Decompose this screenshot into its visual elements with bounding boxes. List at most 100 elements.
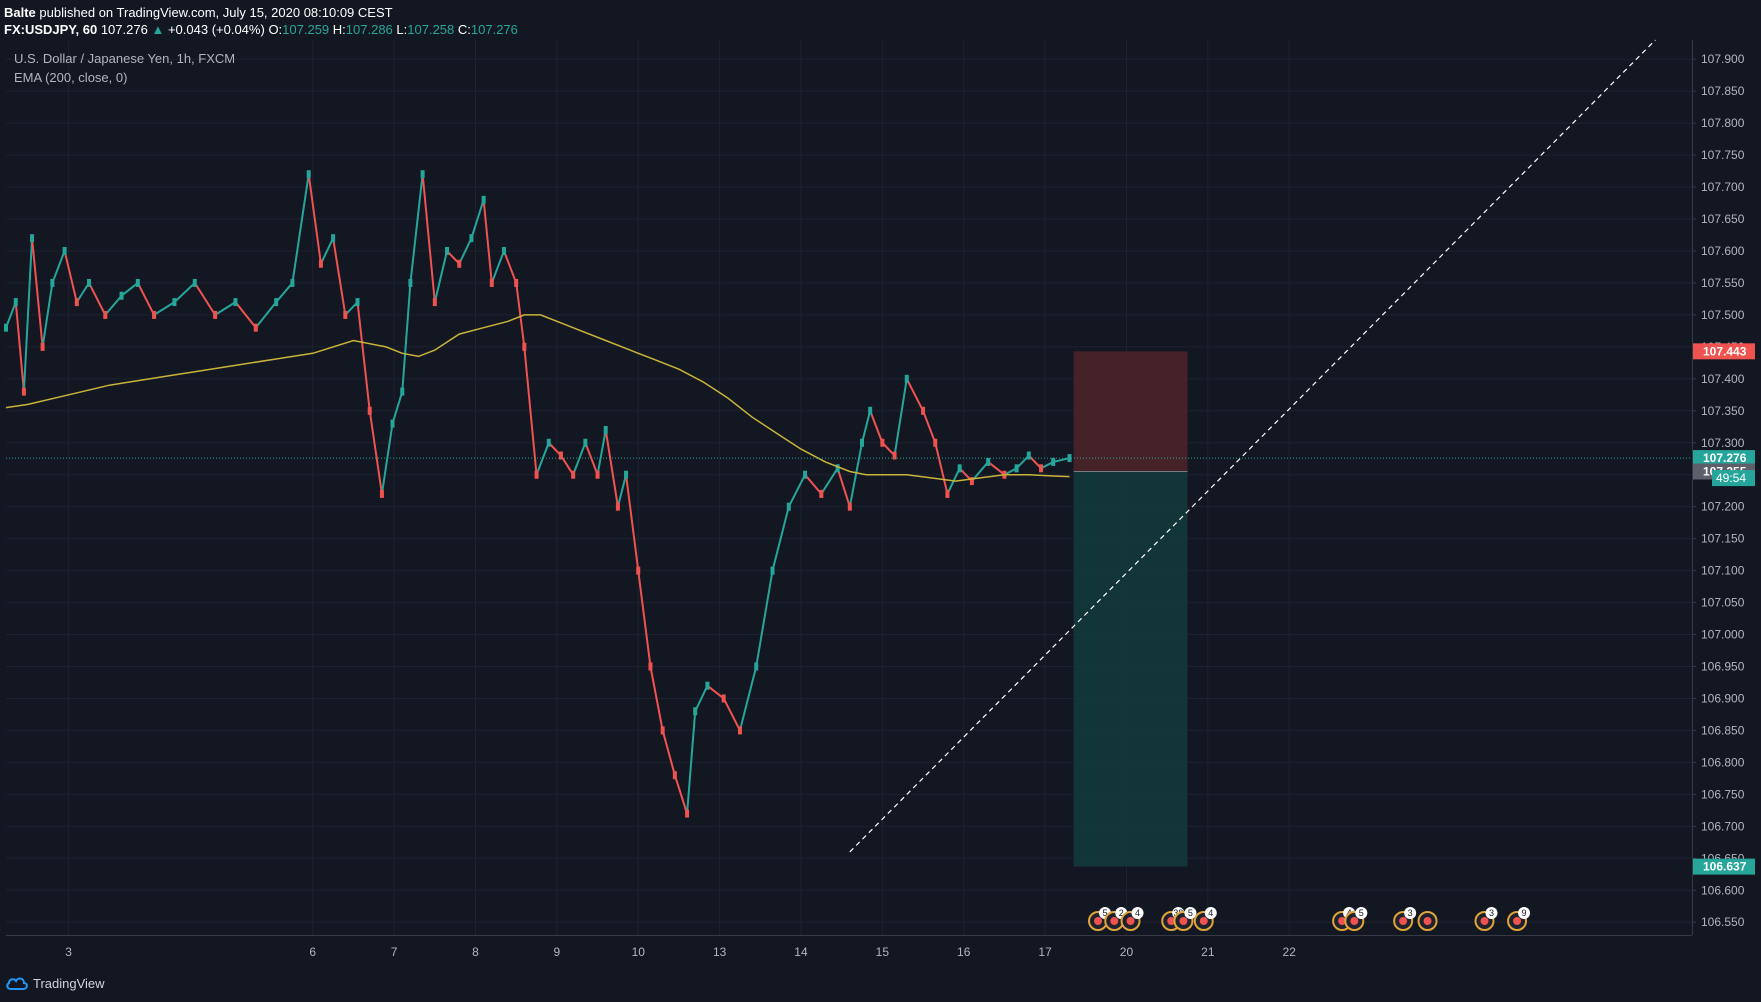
price-label-text: 107.276 [1703,451,1747,465]
event-count-badge [1204,907,1217,919]
x-tick-label: 7 [391,945,398,959]
brand-name: TradingView [33,975,105,991]
footer-bar: TradingView [0,968,1761,1002]
price-axis: 106.550106.600106.650106.700106.750106.8… [1692,52,1745,929]
price-segment [596,429,607,475]
price-segment [401,282,412,392]
price-point [583,438,588,447]
price-segment [320,237,335,265]
price-segment [836,468,851,507]
price-segment [482,199,493,284]
y-tick-label: 106.550 [1701,915,1745,929]
price-point [636,566,641,575]
price-point [803,470,808,479]
x-tick-label: 13 [713,945,727,959]
price-segment [755,570,774,667]
price-point [408,278,413,287]
x-tick-label: 21 [1201,945,1215,959]
price-point [672,771,677,780]
y-tick-label: 107.800 [1701,116,1745,130]
x-tick-label: 14 [794,945,808,959]
price-point [306,170,311,179]
open-label: O: [268,22,283,37]
price-point [1014,464,1019,473]
event-count: 2 [1119,908,1124,918]
price-segment [869,410,884,444]
y-tick-label: 107.300 [1701,436,1745,450]
price-segment [515,282,526,347]
price-point [847,502,852,511]
price-point [933,438,938,447]
price-point [253,323,258,332]
y-tick-label: 107.850 [1701,84,1745,98]
price-segment [136,282,155,316]
price-label-box [1693,858,1755,875]
price-segment [421,174,436,303]
price-segment [722,698,741,731]
y-tick-label: 107.600 [1701,244,1745,258]
event-flag-icon [1126,917,1135,925]
x-tick-label: 6 [309,945,316,959]
legend-indicator[interactable]: EMA (200, close, 0) [14,70,127,85]
event-flag-icon [1338,917,1347,925]
price-point [558,451,563,460]
price-segment [548,442,562,457]
price-point [737,726,742,735]
price-segment [470,199,485,239]
event-count: 3 [1408,908,1413,918]
price-segment [661,730,676,776]
event-count-badge [1355,907,1368,919]
price-point [21,387,26,396]
price-segment [153,301,175,316]
event-flag-icon [1513,917,1522,925]
tradingview-logo[interactable]: TradingView [6,975,105,991]
price-point [62,246,67,255]
event-count: 4 [1135,908,1140,918]
price-point [13,298,18,307]
author-name[interactable]: Balte [4,5,36,20]
price-point [318,259,323,268]
high-label: H: [332,22,346,37]
close-label: C: [457,22,471,37]
price-segment [649,666,664,731]
price-segment [922,410,937,444]
price-segment [255,301,277,329]
y-tick-label: 107.700 [1701,180,1745,194]
price-label-box [1693,343,1755,360]
price-point [615,502,620,511]
chart-header: Balte published on TradingView.com, July… [0,0,1761,40]
price-segment [881,442,896,457]
price-label-text: 107.443 [1703,344,1747,358]
price-point [660,726,665,735]
price-point [86,278,91,287]
event-count: 5 [1188,908,1193,918]
price-point [603,425,608,434]
price-point [445,246,450,255]
open-value: 107.259 [282,22,330,37]
price-segment [535,442,550,476]
price-point [969,477,974,486]
price-point [786,502,791,511]
price-segment [356,301,371,411]
price-point [379,489,384,498]
price-point [489,278,494,287]
price-point [355,298,360,307]
y-tick-label: 106.600 [1701,883,1745,897]
price-point [343,310,348,319]
price-point [892,451,897,460]
cloud-icon [6,977,28,990]
legend-instrument: U.S. Dollar / Japanese Yen, 1h, FXCM [14,51,235,66]
price-point [4,323,8,332]
price-segment [409,174,424,284]
price-point [754,662,759,671]
price-segment [41,282,54,348]
high-value: 107.286 [345,22,393,37]
price-point [514,278,519,287]
price-segment [368,410,383,495]
price-segment [275,282,294,303]
price-segment [446,250,460,265]
price-point [624,470,629,479]
price-segment [771,506,790,571]
